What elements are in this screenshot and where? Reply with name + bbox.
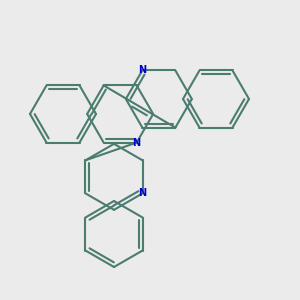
Text: N: N xyxy=(139,188,147,198)
Text: N: N xyxy=(133,138,141,148)
Text: N: N xyxy=(138,65,146,75)
